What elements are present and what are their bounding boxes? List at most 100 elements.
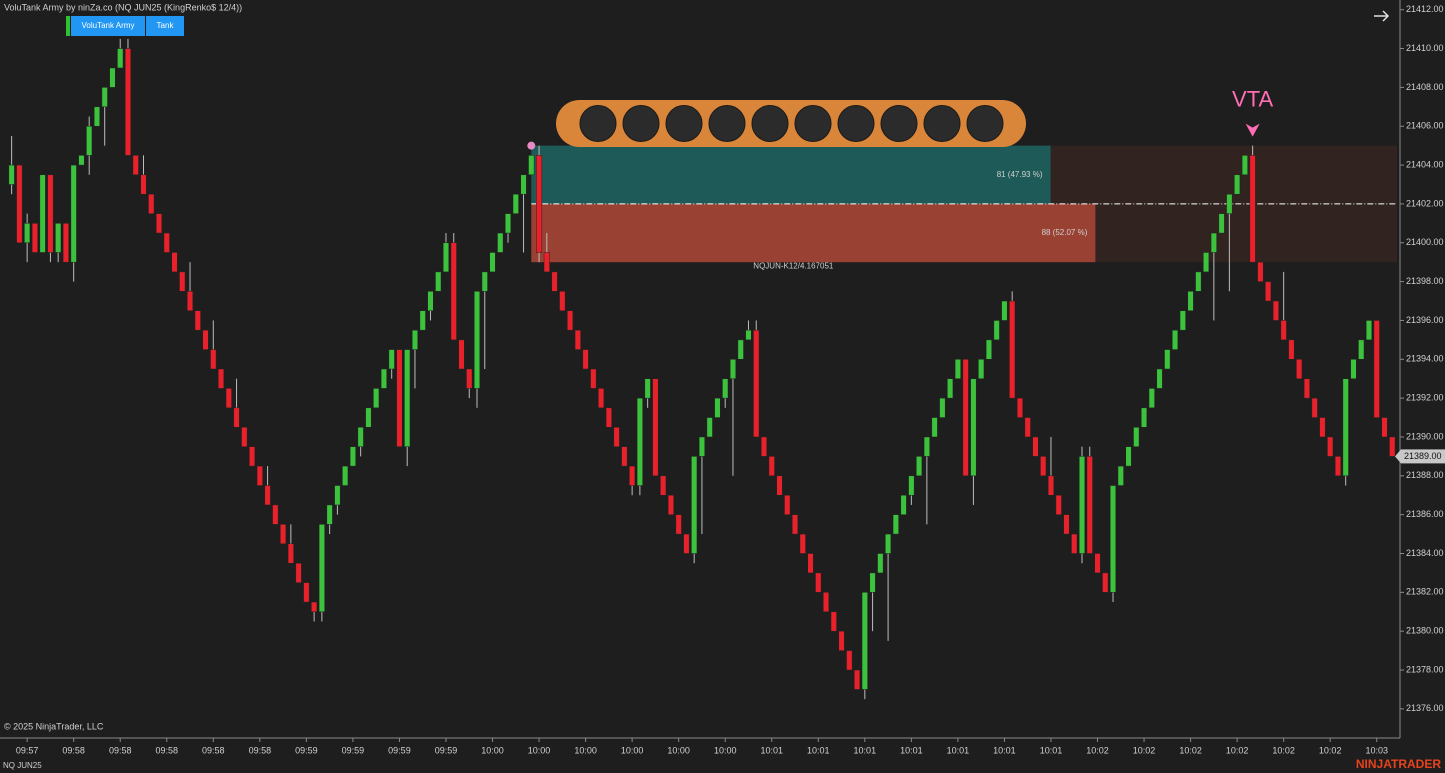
x-tick-label: 10:02 [1226,745,1249,755]
candle-body [326,504,333,525]
candle-body [1024,417,1031,438]
y-tick-label: 21412.00 [1406,4,1444,14]
candle-body [1210,232,1217,253]
y-tick-label: 21386.00 [1406,509,1444,519]
sell-volume-bar [531,203,1096,263]
x-tick-label: 10:00 [714,745,737,755]
x-tick-label: 10:01 [760,745,783,755]
candle-body [218,368,225,389]
candle-body [466,368,473,389]
arrow-icon[interactable] [1374,10,1390,22]
y-tick-label: 21388.00 [1406,470,1444,480]
y-tick-label: 21402.00 [1406,198,1444,208]
candle-body [559,291,566,311]
candle-body [931,417,938,438]
candle-body [574,329,581,350]
x-tick-label: 10:00 [574,745,597,755]
candle-body [714,397,721,418]
candle-body [303,582,310,603]
candle-body [1389,436,1396,457]
candle-body [311,601,318,613]
candle-body [179,271,186,292]
candle-body [877,553,884,574]
button-label[interactable]: VoluTank Army [82,21,135,30]
candle-body [706,417,713,438]
x-tick-label: 09:59 [295,745,318,755]
candle-body [171,252,178,273]
candle-body [1365,320,1373,341]
candle-body [1109,485,1117,593]
y-tick-label: 21408.00 [1406,82,1444,92]
candle-body [194,310,201,331]
candle-body [892,514,899,535]
candle-body [24,223,31,244]
x-tick-label: 10:00 [481,745,504,755]
candle-body [1327,436,1334,457]
candle-body [373,388,380,409]
candle-body [1078,456,1086,554]
candle-body [1156,368,1163,389]
candle-body [1195,271,1202,292]
buy-volume-bar [531,145,1051,204]
candle-body [411,329,419,350]
candle-body [830,611,837,632]
button[interactable] [146,16,184,36]
candle-body [1257,261,1264,282]
candle-body [1342,378,1349,477]
candle-body [62,223,69,263]
candle-body [536,155,543,253]
button-strip [66,16,70,36]
candle-body [613,427,620,447]
candle-body [683,533,690,554]
y-tick-label: 21392.00 [1406,393,1444,403]
y-tick-label: 21376.00 [1406,703,1444,713]
candle-body [427,291,434,311]
y-tick-label: 21394.00 [1406,354,1444,364]
candle-body [916,456,923,477]
x-tick-label: 10:00 [621,745,644,755]
candle-body [590,368,597,389]
candle-body [1001,300,1008,321]
y-tick-label: 21404.00 [1406,159,1444,169]
x-tick-label: 10:01 [993,745,1016,755]
x-tick-label: 09:58 [155,745,178,755]
candle-body [1280,320,1287,341]
candle-body [287,543,294,564]
candle-body [939,397,946,418]
x-tick-label: 10:00 [667,745,690,755]
candle-body [1133,427,1140,447]
candle-body [1063,514,1070,535]
candle-body [1358,339,1365,360]
candle-body [357,427,364,447]
candle-body [985,339,992,360]
candle-body [1071,533,1078,554]
candle-body [1303,378,1310,399]
candle-body [923,436,930,457]
candle-body [1040,456,1047,477]
candle-body [380,368,387,389]
button-label[interactable]: Tank [157,21,175,30]
candle-body [1381,417,1388,438]
plot-area: 81 (47.93 %) 88 (52.07 %) NQJUN-K12/4.1670… [8,38,1397,700]
candle-body [729,359,737,379]
candle-body [1218,213,1225,234]
x-tick-label: 10:02 [1319,745,1342,755]
candle-body [869,572,876,593]
candle-body [1319,417,1326,438]
candle-body [512,193,519,214]
candle-body [419,310,426,331]
candle-body [1055,494,1062,515]
x-tick-label: 09:58 [62,745,85,755]
candle-body [225,388,232,409]
candle-body [1148,388,1155,409]
y-tick-label: 21410.00 [1406,43,1444,53]
candle-body [1311,397,1318,418]
button[interactable] [71,16,145,36]
candle-body [846,650,853,671]
candle-body [1350,359,1357,379]
candle-body [698,436,705,457]
candle-body [388,349,395,370]
buy-volume-label: 81 (47.93 %) [997,170,1043,179]
candle-body [109,67,116,88]
